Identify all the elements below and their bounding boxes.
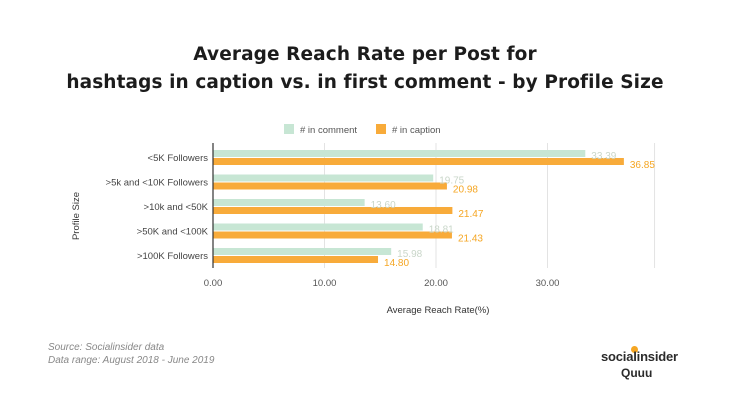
data-label: 21.43 [458,234,483,245]
bar-in-comment [213,223,423,231]
bar-in-comment [213,150,586,157]
data-label: 15.98 [397,249,422,260]
data-label: 20.98 [453,185,478,196]
bar-in-comment [213,248,392,255]
bar-in-caption [213,182,447,190]
bar-in-caption [213,207,453,214]
bar-in-comment [213,199,365,206]
data-label: 14.80 [384,258,409,269]
bar-in-caption [213,231,452,239]
chart-title-line2: hashtags in caption vs. in first comment… [66,72,664,93]
data-label: 21.47 [458,209,483,220]
chart-title-line1: Average Reach Rate per Post for [193,44,537,65]
data-label: 33.39 [591,151,616,162]
y-category-label: <5K Followers [148,153,209,164]
data-label: 13.60 [371,200,396,211]
bar-in-comment [213,174,434,182]
x-tick-label: 20.00 [424,278,448,289]
bar-in-caption [213,158,624,165]
data-label: 18.81 [429,225,454,236]
legend-swatch [376,124,386,134]
brand-logo-socialinsider: socialinsider [601,349,678,364]
bar-in-caption [213,256,379,263]
y-category-label: >50K and <100K [137,227,209,238]
data-label: 19.75 [439,176,464,187]
x-tick-label: 10.00 [313,278,337,289]
brand-logo-quuu: Quuu [621,366,653,380]
y-category-label: >5k and <10K Followers [106,178,209,189]
data-label: 36.85 [630,160,655,171]
chart-bars [213,150,624,263]
x-tick-label: 30.00 [536,278,560,289]
legend-label: # in caption [392,125,441,136]
legend-label: # in comment [300,125,357,136]
y-category-label: >10k and <50K [144,202,209,213]
x-axis-title: Average Reach Rate(%) [387,305,490,316]
date-range-note: Data range: August 2018 - June 2019 [48,355,215,366]
y-category-label: >100K Followers [137,251,208,262]
y-axis-title: Profile Size [71,192,82,240]
source-note: Source: Socialinsider data [48,342,165,353]
legend-swatch [284,124,294,134]
chart-legend: # in comment # in caption [284,124,441,136]
x-tick-label: 0.00 [204,278,223,289]
brand-logo-dot [631,346,638,353]
chart-axes: 0.00 10.00 20.00 30.00 Average Reach Rate(%)… [71,143,559,316]
